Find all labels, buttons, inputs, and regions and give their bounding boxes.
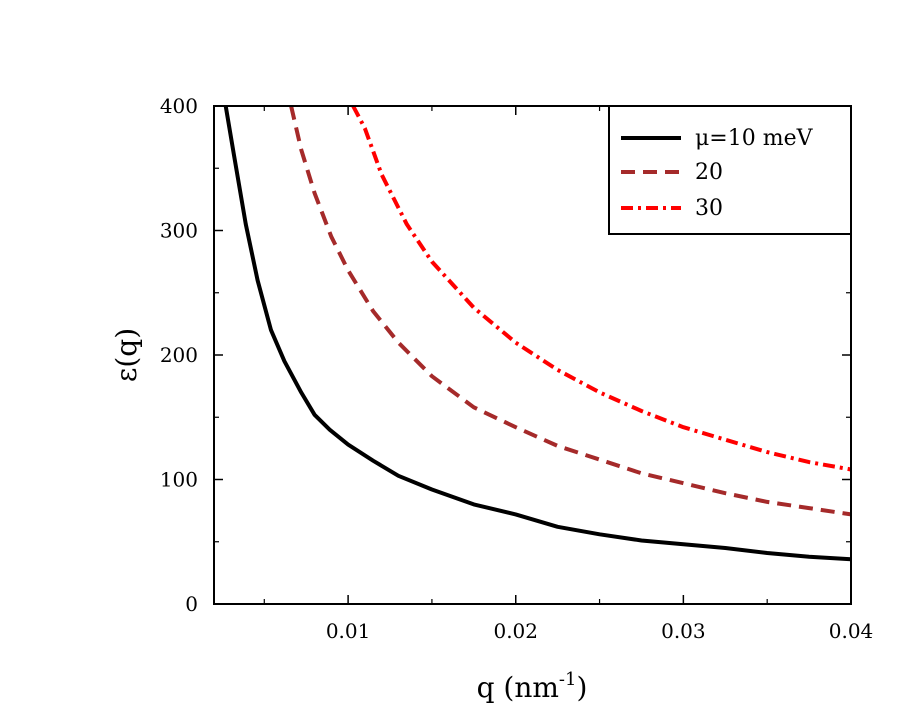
y-tick-label: 0 [185, 592, 198, 616]
series-curves [223, 105, 852, 562]
x-tick-label: 0.03 [661, 619, 706, 643]
x-tick-label: 0.02 [493, 619, 538, 643]
series-line-1 [289, 105, 852, 517]
y-axis-title: ε(q) [110, 328, 143, 382]
y-tick-label: 400 [160, 94, 198, 118]
x-tick-label: 0.04 [829, 619, 874, 643]
axis-ticks: 0 100 200 300 400 0.01 0.02 0.03 0.04 [160, 94, 873, 643]
series-line-2 [351, 105, 852, 472]
y-tick-label: 100 [160, 468, 198, 492]
legend-label-30: 30 [695, 196, 723, 221]
legend: μ=10 meV 20 30 [608, 105, 852, 235]
plot-frame [213, 105, 852, 605]
legend-label-20: 20 [695, 160, 723, 185]
y-tick-label: 200 [160, 343, 198, 367]
legend-label-mu10: μ=10 meV [695, 126, 814, 151]
series-line-0 [223, 105, 852, 562]
y-tick-label: 300 [160, 219, 198, 243]
x-axis-title: q (nm-1) [477, 669, 588, 704]
x-tick-label: 0.01 [326, 619, 371, 643]
